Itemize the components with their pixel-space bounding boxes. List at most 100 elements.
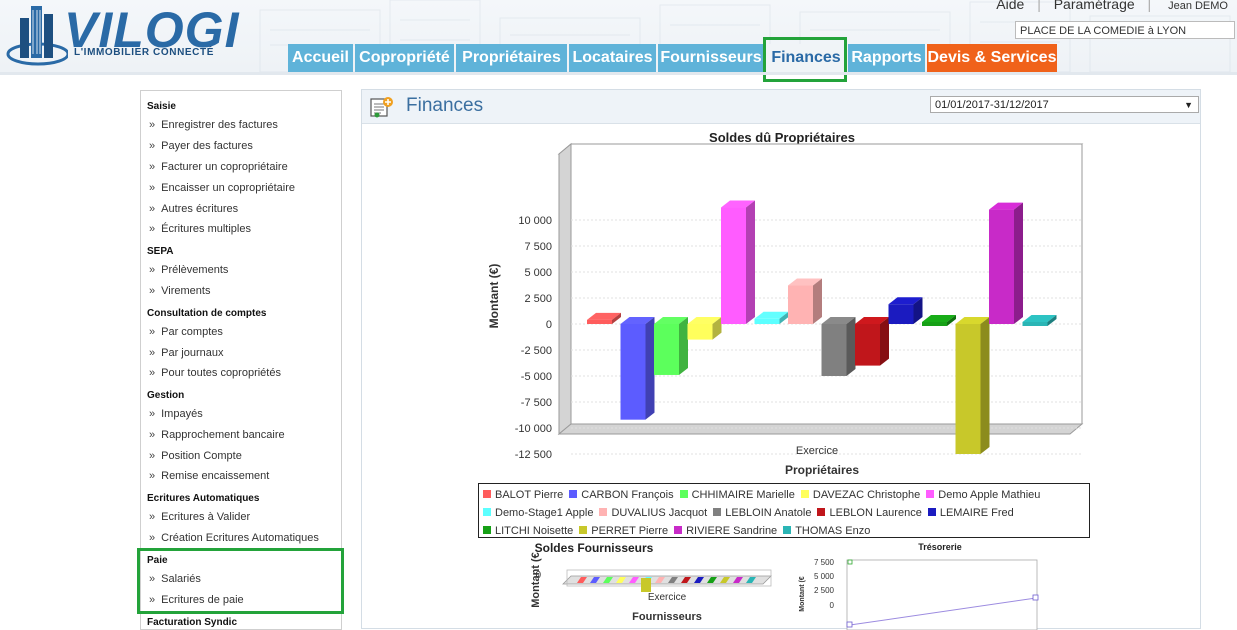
bar-8[interactable] [855, 317, 889, 366]
sidebar-section-gestion: Gestion [147, 390, 185, 401]
bar-top-face [955, 317, 990, 324]
sidebar-item-ecritures-a-valider[interactable]: » Ecritures à Valider [149, 511, 250, 523]
chevron-right-icon: » [149, 119, 156, 131]
x-axis-label: Fournisseurs [632, 611, 702, 623]
chevron-right-icon: » [149, 161, 156, 173]
sidebar-item-toutes-coproprietes[interactable]: » Pour toutes copropriétés [149, 367, 281, 379]
sidebar-item-payer-factures[interactable]: » Payer des factures [149, 140, 253, 152]
sidebar-item-ecritures-de-paie[interactable]: » Ecritures de paie [149, 594, 244, 606]
sidebar-item-rapprochement-bancaire[interactable]: » Rapprochement bancaire [149, 429, 285, 441]
bar-3[interactable] [687, 317, 722, 340]
legend-swatch [483, 526, 491, 534]
bar-1[interactable] [620, 317, 655, 420]
bar-6[interactable] [788, 278, 822, 324]
legend-label: BALOT Pierre [495, 489, 564, 501]
sidebar-item-par-comptes[interactable]: » Par comptes [149, 326, 223, 338]
supplier-bar [603, 577, 613, 583]
help-link[interactable]: Aide [996, 0, 1025, 12]
tab-finances[interactable]: Finances [766, 44, 846, 72]
legend-item: LEMAIRE Fred [927, 504, 1014, 522]
period-selector[interactable]: 01/01/2017-31/12/2017 ▼ [930, 96, 1199, 113]
legend-item: PERRET Pierre [579, 522, 668, 540]
chevron-right-icon: » [149, 470, 156, 482]
sidebar-item-salaries[interactable]: » Salariés [149, 573, 201, 585]
chevron-right-icon: » [149, 532, 156, 544]
sidebar-item-remise-encaissement[interactable]: » Remise encaissement [149, 470, 269, 482]
plot-area [566, 569, 772, 587]
vilogi-logo[interactable]: VILOGI L'IMMOBILIER CONNECTÉ [4, 0, 244, 72]
sidebar-item-autres-ecritures[interactable]: » Autres écritures [149, 203, 238, 215]
sidebar-item-virements[interactable]: » Virements [149, 285, 210, 297]
bar-front-face [821, 324, 847, 376]
legend-swatch [483, 490, 491, 498]
y-tick-label: 7 500 [814, 558, 835, 567]
sidebar-section-saisie: Saisie [147, 101, 176, 112]
user-name[interactable]: Jean DEMO [1168, 0, 1228, 12]
sidebar-section-facturation-syndic: Facturation Syndic [147, 617, 238, 628]
bar-side-face [679, 317, 688, 375]
bar-0[interactable] [587, 312, 621, 324]
bar-side-face [712, 317, 722, 340]
header-divider [0, 72, 1237, 75]
link-separator: | [1037, 0, 1041, 12]
data-point [846, 621, 853, 628]
tab-copropriete[interactable]: Copropriété [355, 44, 454, 72]
sidebar-item-label: Écritures multiples [161, 223, 251, 235]
chevron-right-icon: » [149, 367, 156, 379]
bar-9[interactable] [888, 297, 923, 324]
logo-tagline: L'IMMOBILIER CONNECTÉ [74, 47, 214, 58]
proprietaires-balance-chart: Soldes dû Propriétaires 10 000 7 500 5 000… [487, 130, 1084, 477]
tab-rapports[interactable]: Rapports [848, 44, 925, 72]
bar-side-face [746, 200, 755, 324]
tab-fournisseurs[interactable]: Fournisseurs [658, 44, 764, 72]
chevron-right-icon: » [149, 285, 156, 297]
bar-side-face [980, 317, 990, 454]
property-selector[interactable]: PLACE DE LA COMEDIE à LYON [1015, 21, 1235, 39]
legend-swatch [817, 508, 826, 516]
sidebar-item-position-compte[interactable]: » Position Compte [149, 450, 242, 462]
sidebar-item-ecritures-multiples[interactable]: » Écritures multiples [149, 223, 251, 235]
bar-4[interactable] [721, 200, 755, 324]
legend-swatch [679, 490, 688, 498]
settings-link[interactable]: Paramétrage [1053, 0, 1135, 12]
sidebar-item-label: Remise encaissement [161, 470, 270, 482]
bar-7[interactable] [821, 317, 856, 376]
supplier-bar [590, 577, 600, 583]
sidebar-item-encaisser-coproprietaire[interactable]: » Encaisser un copropriétaire [149, 182, 295, 194]
sidebar-item-facturer-coproprietaire[interactable]: » Facturer un copropriétaire [149, 161, 288, 173]
sidebar-item-creation-ecritures-auto[interactable]: » Création Ecritures Automatiques [149, 532, 319, 544]
legend-label: CARBON François [581, 489, 674, 501]
tab-accueil[interactable]: Accueil [288, 44, 353, 72]
sidebar-item-impayes[interactable]: » Impayés [149, 408, 203, 420]
bar-12[interactable] [989, 202, 1023, 324]
chevron-right-icon: » [149, 326, 156, 338]
y-tick-label: -2 500 [521, 345, 552, 357]
supplier-bar [641, 578, 651, 592]
chart-title: Trésorerie [918, 542, 962, 552]
chevron-right-icon: » [149, 511, 156, 523]
paie-section-highlight [137, 548, 344, 614]
bar-10[interactable] [922, 315, 956, 326]
sidebar-item-prelevements[interactable]: » Prélèvements [149, 264, 228, 276]
bar-13[interactable] [1022, 315, 1057, 326]
sidebar-item-enregistrer-factures[interactable]: » Enregistrer des factures [149, 119, 278, 131]
tab-proprietaires[interactable]: Propriétaires [456, 44, 567, 72]
sidebar-item-par-journaux[interactable]: » Par journaux [149, 347, 224, 359]
bar-2[interactable] [654, 317, 688, 375]
bar-front-face [855, 324, 880, 366]
bar-11[interactable] [955, 317, 990, 454]
bar-5[interactable] [754, 311, 789, 324]
sidebar-section-ecritures-auto: Ecritures Automatiques [147, 493, 260, 504]
legend-swatch [483, 508, 491, 516]
bar-side-face [1014, 202, 1023, 324]
bar-top-face [989, 202, 1023, 210]
bar-side-face [1047, 315, 1057, 326]
tab-locataires[interactable]: Locataires [569, 44, 656, 72]
y-tick-label: 2 500 [814, 586, 835, 595]
sidebar-item-label: Facturer un copropriétaire [161, 161, 288, 173]
supplier-bar [681, 577, 691, 583]
x-axis-label: Propriétaires [785, 463, 859, 477]
tab-devis-services[interactable]: Devis & Services [927, 44, 1057, 72]
legend-label: LEMAIRE Fred [939, 507, 1014, 519]
tresorerie-chart: Trésorerie Montant (€ 7 500 5 000 2 500 … [799, 542, 1039, 630]
